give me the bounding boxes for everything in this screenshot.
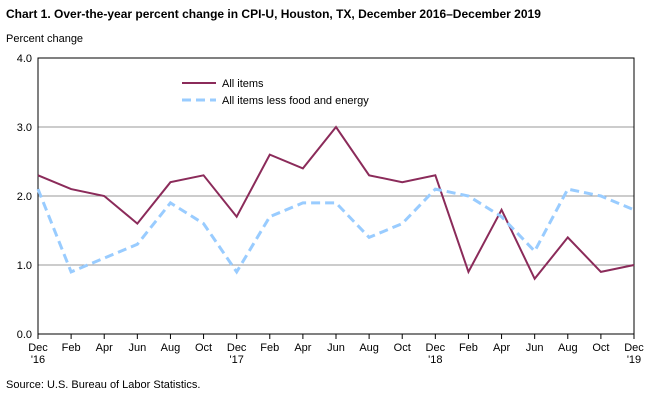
- x-tick-label: Apr: [493, 342, 510, 354]
- x-tick-label: Dec '19: [624, 342, 644, 366]
- x-tick-label: Aug: [558, 342, 578, 354]
- x-tick-label: Aug: [161, 342, 181, 354]
- x-tick-label: Jun: [526, 342, 544, 354]
- chart-title: Chart 1. Over-the-year percent change in…: [6, 7, 541, 21]
- source-note: Source: U.S. Bureau of Labor Statistics.: [6, 379, 200, 391]
- y-tick-label: 2.0: [17, 191, 32, 203]
- x-tick-label: Oct: [394, 342, 411, 354]
- x-tick-label: Jun: [128, 342, 146, 354]
- series-line: [37, 125, 635, 281]
- legend-label: All items: [222, 78, 264, 90]
- x-tick-label: Feb: [62, 342, 81, 354]
- x-tick-label: Aug: [359, 342, 379, 354]
- y-tick-label: 1.0: [17, 260, 32, 272]
- x-tick-label: Apr: [96, 342, 113, 354]
- y-tick-label: 0.0: [17, 329, 32, 341]
- x-tick-label: Jun: [327, 342, 345, 354]
- x-tick-label: Dec '17: [227, 342, 247, 366]
- x-tick-label: Apr: [294, 342, 311, 354]
- legend-label: All items less food and energy: [222, 95, 369, 107]
- x-tick-label: Feb: [260, 342, 279, 354]
- x-tick-label: Feb: [459, 342, 478, 354]
- y-axis-label: Percent change: [6, 33, 83, 45]
- y-tick-label: 3.0: [17, 122, 32, 134]
- series-line: [36, 187, 635, 275]
- x-tick-label: Dec '18: [426, 342, 446, 366]
- y-tick-label: 4.0: [17, 53, 32, 65]
- x-tick-label: Oct: [195, 342, 212, 354]
- x-tick-label: Dec '16: [28, 342, 48, 366]
- x-tick-label: Oct: [592, 342, 609, 354]
